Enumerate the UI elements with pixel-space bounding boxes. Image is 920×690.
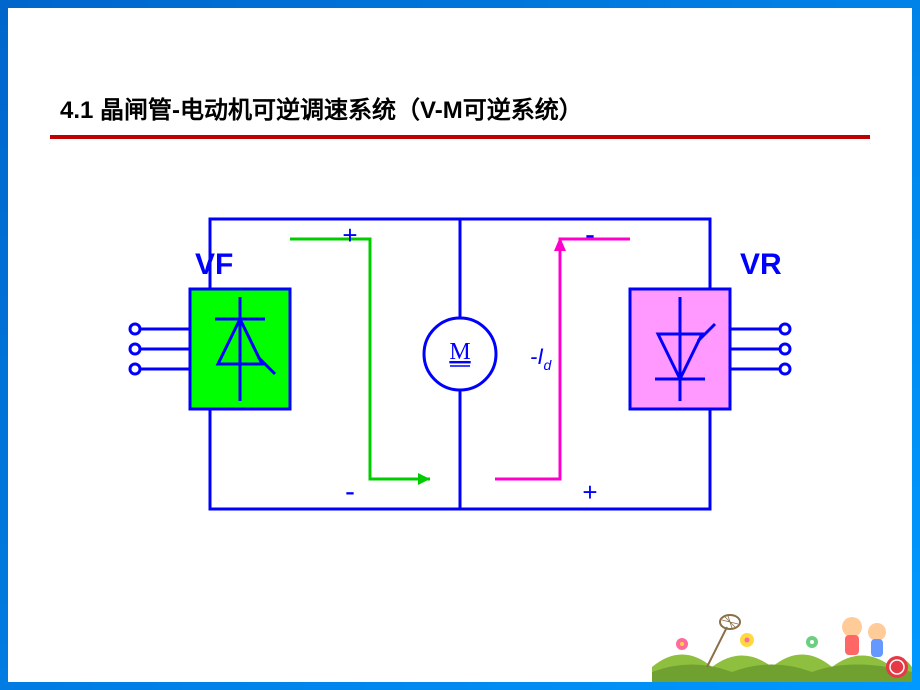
circuit-diagram: M VF VR + - - + -Id [100, 179, 820, 539]
badge-icon [886, 656, 908, 678]
children-icon [842, 617, 886, 657]
vf-label: VF [195, 248, 233, 281]
motor-label: M [449, 339, 470, 365]
plus-bot-right: + [582, 477, 597, 507]
green-current-loop [290, 239, 430, 485]
vr-label: VR [740, 248, 782, 281]
flowers [676, 633, 818, 650]
circuit-svg: M VF VR + - - + -Id [100, 179, 820, 539]
ac-terminals-right [730, 324, 790, 374]
grass [652, 655, 912, 683]
minus-top-right: - [585, 218, 595, 251]
page-title: 4.1 晶闸管-电动机可逆调速系统（V-M可逆系统） [50, 90, 870, 125]
title-underline [50, 135, 870, 139]
footer-decoration [652, 572, 912, 682]
magenta-current-loop [495, 237, 630, 479]
minus-bot-left: - [345, 475, 355, 508]
plus-top-left: + [342, 220, 357, 250]
id-label: -Id [530, 344, 552, 373]
ac-terminals-left [130, 324, 190, 374]
slide-page: 4.1 晶闸管-电动机可逆调速系统（V-M可逆系统） [0, 0, 920, 690]
title-area: 4.1 晶闸管-电动机可逆调速系统（V-M可逆系统） [50, 90, 870, 139]
